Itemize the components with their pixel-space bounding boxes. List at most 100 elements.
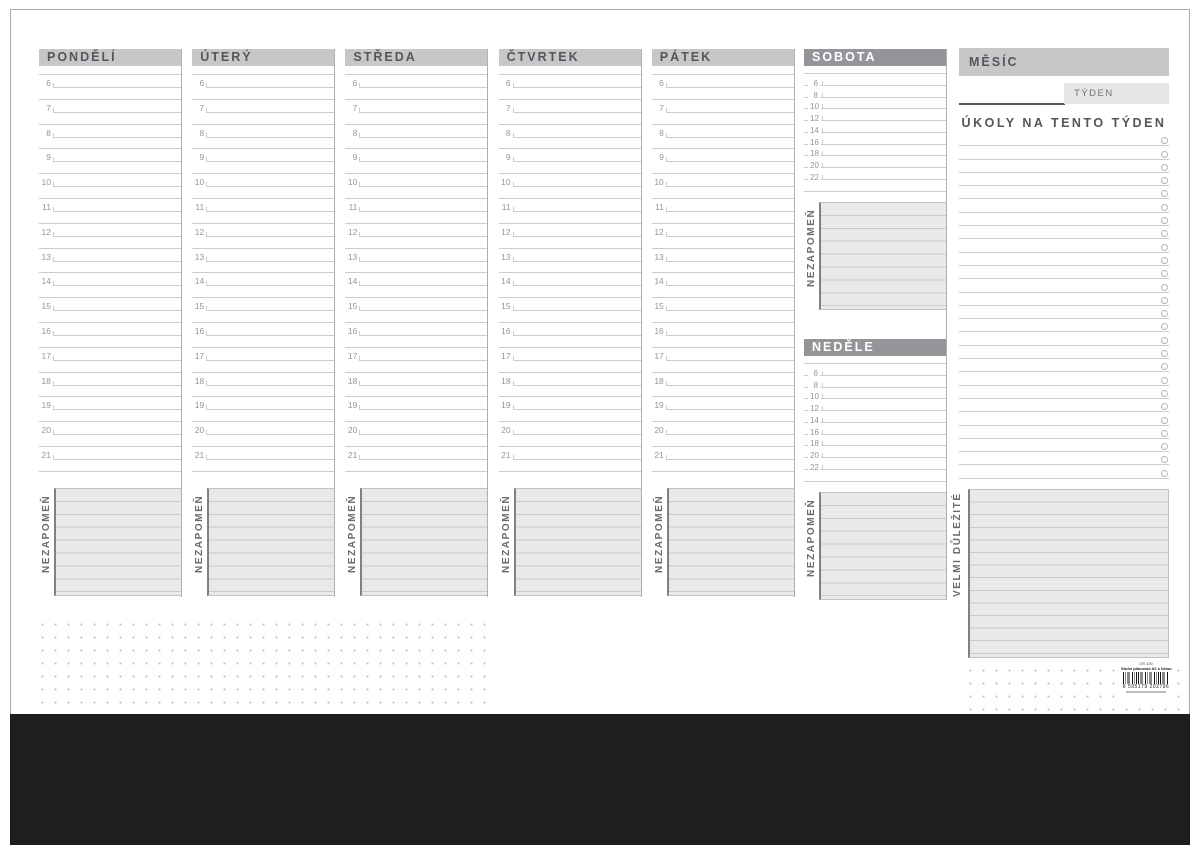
hour-line	[53, 330, 182, 336]
hour-number: 22	[808, 462, 821, 472]
hour-line	[359, 306, 489, 312]
hour-row: 10	[651, 174, 795, 199]
hour-line	[206, 132, 336, 138]
task-circle-icon	[1161, 469, 1168, 477]
task-circle-icon	[1161, 256, 1168, 264]
task-circle-icon	[1161, 283, 1168, 291]
hour-line	[53, 182, 182, 188]
hour-line	[53, 355, 182, 361]
hour-number: 14	[654, 276, 664, 287]
hour-line	[512, 330, 642, 336]
task-circle-icon	[1161, 163, 1168, 171]
task-row	[959, 386, 1169, 399]
task-circle-icon	[1161, 296, 1168, 304]
task-row	[959, 279, 1169, 293]
hour-number: 17	[654, 350, 664, 361]
hour-number: 15	[501, 301, 511, 312]
hour-row: 6	[192, 75, 336, 100]
hour-row: 11	[498, 199, 642, 224]
hour-number: 7	[352, 102, 358, 113]
hour-row: 20	[804, 156, 947, 170]
hour-row: 15	[651, 298, 795, 323]
hour-row: 7	[39, 100, 182, 125]
note-label: NEZAPOMEŇ	[806, 498, 817, 578]
hour-line	[512, 405, 642, 411]
note-label: NEZAPOMEŇ	[347, 494, 359, 574]
task-circle-icon	[1161, 389, 1168, 397]
hour-number: 17	[347, 350, 358, 361]
day-column: STŘEDA 6 7 8 9 10 11 12 13 14 15 16 17 18 19 20 21 NEZA…	[345, 49, 489, 597]
hour-number: 17	[501, 350, 511, 361]
hour-row: 14	[804, 121, 947, 135]
hour-schedule: 6 8 10 12 14 16 18 20 22	[804, 363, 947, 482]
hour-line	[512, 182, 642, 188]
hour-line	[53, 454, 182, 460]
important-box	[968, 489, 1169, 658]
task-circle-icon	[1161, 429, 1168, 437]
task-row	[959, 346, 1169, 360]
hour-number: 6	[808, 368, 820, 378]
hour-number: 9	[505, 152, 511, 163]
hour-row: 18	[345, 373, 489, 398]
hour-number: 19	[501, 400, 511, 411]
hour-line	[359, 330, 489, 336]
day-column: ÚTERÝ 6 7 8 9 10 11 12 13 14 15 16 17 18 19 20 21 NEZAP…	[192, 49, 336, 597]
day-column: PONDĚLÍ 6 7 8 9 10 11 12 13 14 15 16 17 18 19 20 21 NEZ…	[39, 49, 182, 597]
day-header: PONDĚLÍ	[39, 49, 182, 66]
hour-line	[665, 107, 795, 113]
hour-line	[206, 380, 336, 386]
hour-number: 12	[501, 226, 511, 237]
month-label: MĚSÍC	[969, 55, 1019, 69]
task-row	[959, 399, 1169, 413]
day-header: ÚTERÝ	[192, 49, 336, 66]
task-row	[959, 293, 1169, 306]
hour-line	[53, 83, 182, 88]
hour-row: 15	[39, 298, 182, 323]
hour-line	[665, 231, 795, 237]
hour-line	[206, 355, 336, 361]
task-circle-icon	[1161, 243, 1168, 251]
hour-number: 16	[808, 137, 821, 147]
hour-number: 21	[41, 449, 51, 460]
hour-line	[53, 380, 182, 386]
hour-number: 8	[352, 127, 358, 138]
hour-number: 10	[347, 177, 358, 188]
hour-line	[206, 256, 336, 262]
hour-row: 6	[651, 75, 795, 100]
hour-line	[53, 132, 182, 138]
task-circle-icon	[1161, 323, 1168, 331]
hour-number: 18	[808, 149, 821, 159]
hour-line	[359, 430, 489, 436]
weekend-section: SOBOTA 6 8 10 12 14 16 18 20 22 NEZAPOMEŇ	[804, 49, 947, 310]
hour-line	[512, 454, 642, 460]
task-circle-icon	[1161, 376, 1168, 384]
hour-row: 12	[345, 224, 489, 249]
hour-row: 20	[39, 422, 182, 447]
task-row	[959, 452, 1169, 466]
hour-number: 8	[808, 90, 820, 100]
hour-row: 10	[804, 388, 947, 402]
task-circle-icon	[1161, 350, 1168, 358]
task-row	[959, 253, 1169, 266]
hour-row: 17	[498, 348, 642, 373]
hour-line	[359, 380, 489, 386]
hour-row: 21	[39, 447, 182, 472]
hour-line	[206, 231, 336, 237]
day-header: ČTVRTEK	[498, 49, 642, 66]
hour-line	[665, 454, 795, 460]
hour-number: 6	[199, 78, 205, 88]
hour-row: 9	[651, 149, 795, 175]
hour-row: 13	[498, 249, 642, 274]
hour-row: 8	[804, 86, 947, 100]
hour-line	[665, 83, 795, 88]
hour-line	[359, 182, 489, 188]
task-circle-icon	[1161, 150, 1168, 158]
hour-number: 10	[194, 177, 205, 188]
task-row	[959, 319, 1169, 333]
hour-line	[206, 206, 336, 212]
hour-line	[206, 281, 336, 287]
hour-row: 8	[192, 125, 336, 150]
task-row	[959, 160, 1169, 173]
hour-row: 6	[39, 75, 182, 100]
